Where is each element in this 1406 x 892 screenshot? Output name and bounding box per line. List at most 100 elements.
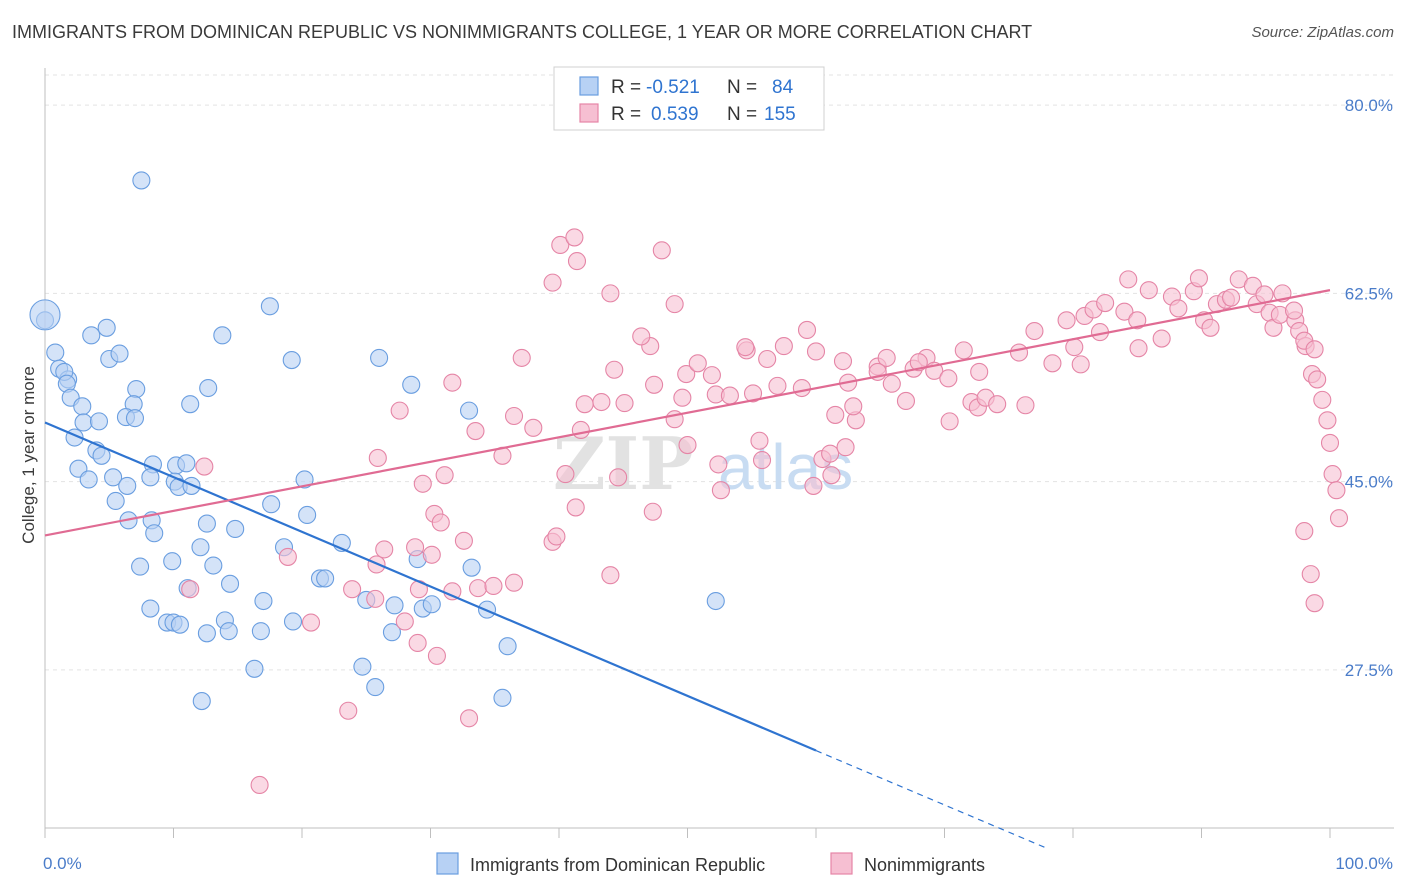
- y-tick-labels: 27.5% 45.0% 62.5% 80.0%: [1345, 96, 1393, 680]
- blue-point-25: [127, 380, 146, 399]
- pink-point-7: [375, 540, 394, 559]
- blue-point-37: [163, 552, 182, 571]
- blue-point-58: [262, 495, 281, 514]
- bottom-legend-swatch-blue: [436, 852, 459, 875]
- y-axis-title: College, 1 year or more: [19, 366, 38, 544]
- x-tick-labels: 0.0% 100.0%: [43, 854, 1393, 873]
- pink-point-63: [804, 476, 823, 495]
- pink-point-134: [1301, 565, 1320, 584]
- blue-point-24: [110, 344, 129, 363]
- pink-point-3: [278, 547, 297, 566]
- trendline-blue: [44, 421, 817, 752]
- pink-point-32: [524, 418, 543, 437]
- pink-point-25: [468, 579, 488, 598]
- pink-point-42: [601, 566, 620, 585]
- pink-point-101: [1139, 281, 1158, 300]
- pink-point-39: [592, 392, 611, 412]
- trendline-blue-extension: [815, 749, 1048, 849]
- pink-point-127: [1308, 370, 1327, 389]
- blue-point-20: [145, 524, 164, 543]
- blue-point-67: [402, 375, 421, 394]
- pink-point-132: [1327, 481, 1346, 500]
- pink-point-87: [1016, 396, 1035, 415]
- pink-point-61: [774, 337, 793, 356]
- blue-point-68: [459, 401, 479, 420]
- pink-point-129: [1318, 411, 1337, 430]
- blue-point-70: [385, 596, 404, 615]
- legend-n-label-2: N =: [727, 104, 757, 125]
- blue-point-8: [74, 413, 93, 432]
- pink-point-86: [1009, 343, 1029, 362]
- blue-point-52: [254, 591, 273, 611]
- blue-point-30: [141, 468, 160, 487]
- pink-point-43: [615, 394, 634, 413]
- pink-point-11: [406, 538, 425, 557]
- pink-point-106: [1189, 269, 1208, 288]
- pink-point-111: [1222, 288, 1241, 307]
- pink-point-31: [504, 406, 524, 426]
- pink-point-144: [652, 241, 671, 260]
- blue-point-60: [181, 395, 200, 414]
- pink-point-34: [547, 527, 566, 546]
- pink-point-10: [368, 448, 387, 468]
- blue-point-79: [192, 692, 211, 711]
- pink-point-121: [1284, 301, 1304, 320]
- pink-point-141: [565, 228, 584, 247]
- pink-point-53: [720, 386, 739, 405]
- blue-point-61: [199, 378, 218, 398]
- pink-point-50: [678, 435, 697, 455]
- blue-point-38: [191, 538, 210, 557]
- blue-point-56: [316, 569, 335, 588]
- pink-point-27: [466, 422, 485, 441]
- blue-point-21: [82, 326, 101, 345]
- pink-point-17: [431, 513, 450, 532]
- blue-point-74: [382, 623, 402, 642]
- blue-point-14: [79, 470, 98, 489]
- pink-point-143: [632, 327, 651, 346]
- pink-point-149: [797, 320, 817, 339]
- legend-n-label-1: N =: [727, 77, 757, 98]
- blue-point-66: [370, 348, 389, 367]
- pink-point-139: [551, 235, 570, 255]
- blue-point-32: [177, 454, 196, 473]
- blue-point-17: [106, 491, 125, 511]
- pink-point-51: [702, 366, 721, 385]
- legend: R = -0.521 N = 84 R = 0.539 N = 155: [553, 66, 825, 131]
- chart-title: IMMIGRANTS FROM DOMINICAN REPUBLIC VS NO…: [12, 22, 1033, 42]
- pink-point-83: [970, 362, 989, 381]
- pink-point-4: [301, 613, 321, 632]
- pink-point-29: [504, 573, 524, 592]
- legend-r-label-1: R =: [611, 77, 641, 98]
- pink-point-79: [939, 369, 958, 388]
- bottom-legend-label-blue: Immigrants from Dominican Republic: [470, 855, 765, 875]
- pink-point-40: [609, 468, 628, 487]
- pink-point-93: [1071, 355, 1090, 374]
- pink-point-35: [556, 465, 575, 484]
- y-tick-label-2: 62.5%: [1345, 284, 1393, 303]
- blue-point-41: [226, 519, 245, 539]
- pink-point-146: [673, 388, 692, 407]
- blue-point-1: [46, 343, 65, 362]
- pink-point-147: [758, 349, 777, 369]
- blue-point-85: [29, 299, 61, 331]
- pink-point-14: [390, 401, 409, 420]
- legend-r-label-2: R =: [611, 104, 641, 125]
- pink-point-128: [1313, 390, 1332, 409]
- pink-point-1: [181, 580, 200, 599]
- pink-point-150: [806, 342, 826, 361]
- bottom-legend: Immigrants from Dominican Republic Nonim…: [436, 852, 985, 875]
- pink-point-140: [567, 252, 587, 271]
- pink-point-137: [512, 348, 531, 367]
- pink-point-21: [427, 646, 446, 665]
- pink-point-104: [1169, 299, 1188, 318]
- series-blue-points: [29, 171, 725, 711]
- pink-point-70: [844, 397, 863, 416]
- legend-n-value-1: 84: [772, 77, 794, 98]
- pink-point-130: [1320, 433, 1340, 452]
- blue-point-63: [260, 297, 279, 316]
- pink-point-49: [688, 354, 707, 373]
- pink-point-66: [826, 405, 845, 424]
- y-tick-label-0: 27.5%: [1345, 661, 1393, 680]
- blue-point-82: [493, 688, 512, 707]
- pink-point-90: [1057, 311, 1076, 330]
